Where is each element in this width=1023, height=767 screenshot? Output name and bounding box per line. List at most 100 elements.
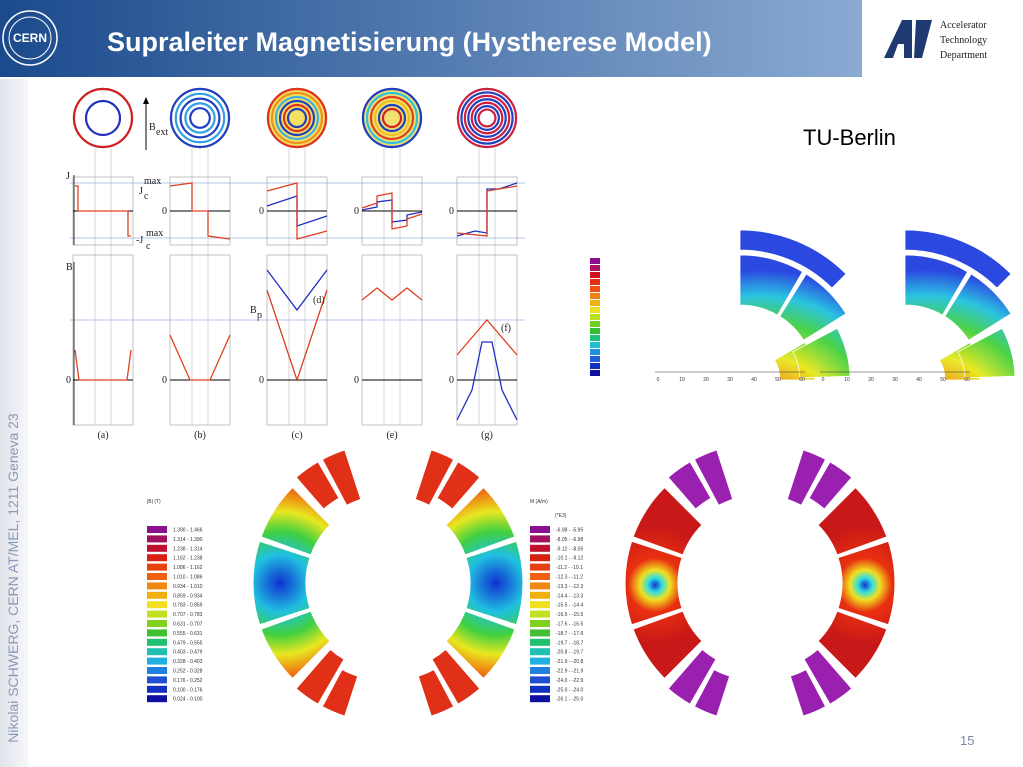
panel-box	[361, 254, 423, 426]
legend-swatch	[530, 526, 550, 533]
legend-swatch	[590, 321, 600, 327]
legend-swatch	[530, 620, 550, 627]
legend-row: -20.8 - -19.7	[556, 650, 583, 656]
panel-box	[72, 254, 134, 426]
legend-swatch	[147, 544, 167, 552]
sidebar-text: Nikolai SCHWERG, CERN AT/MEL, 1211 Genev…	[5, 413, 21, 743]
ring	[381, 107, 403, 129]
legend-row: 0.403 - 0.479	[173, 650, 203, 656]
coil-wedge	[295, 648, 345, 705]
legend-row: 0.859 - 0.934	[173, 593, 203, 599]
legend-swatch	[147, 657, 167, 665]
legend-swatch	[147, 638, 167, 646]
legend-swatch	[530, 544, 550, 552]
coil-block	[904, 229, 1012, 289]
curve	[74, 349, 132, 381]
logo-line: Accelerator	[940, 20, 987, 31]
legend-swatch	[590, 349, 600, 355]
ring	[369, 95, 415, 141]
coil-block	[944, 273, 1012, 341]
panel-box	[266, 254, 328, 426]
tick-label: 30	[892, 377, 898, 383]
legend-row: -17.6 - -16.5	[556, 622, 583, 628]
zero-label: 0	[449, 375, 454, 386]
panel-label: (g)	[481, 430, 493, 441]
coil-block	[260, 486, 331, 556]
curve	[169, 334, 231, 381]
legend-row: -12.3 - -11.2	[556, 575, 583, 581]
ring	[361, 87, 423, 149]
coil-block	[837, 540, 896, 626]
legend-row: -9.12 - -8.05	[556, 546, 583, 552]
ring	[266, 87, 328, 149]
tick-label: 10	[844, 377, 850, 383]
legend-swatch	[590, 272, 600, 278]
coil-block	[904, 254, 969, 316]
legend-row: 0.176 - 0.252	[173, 678, 203, 684]
legend-swatch	[530, 554, 550, 562]
slide-title: Supraleiter Magnetisierung (Hystherese M…	[107, 27, 712, 57]
legend-swatch	[530, 657, 550, 665]
legend-row: 1.390 - 1.466	[173, 528, 203, 534]
coil-wedge	[295, 461, 340, 510]
logo-text: CERN	[13, 31, 47, 45]
ring	[189, 107, 211, 129]
legend-row: -14.4 - -13.3	[556, 593, 583, 599]
zero-label: 0	[162, 375, 167, 386]
ring	[179, 97, 221, 139]
legend-row: 0.252 - 0.328	[173, 669, 203, 675]
legend-row: -21.9 - -20.8	[556, 659, 583, 665]
curve	[169, 182, 231, 240]
logo-line: Department	[940, 50, 987, 61]
tick-label: 20	[868, 377, 874, 383]
legend-swatch	[590, 363, 600, 369]
legend-swatch	[530, 676, 550, 684]
legend-swatch	[530, 638, 550, 646]
zero-label: 0	[162, 206, 167, 217]
coil-wedge	[693, 449, 734, 506]
tick-label: 30	[727, 377, 733, 383]
coil-block	[624, 540, 683, 626]
label: J	[139, 186, 143, 197]
coil-wedge	[414, 449, 455, 506]
legend-swatch	[590, 265, 600, 271]
panel-box	[456, 254, 518, 426]
ring	[470, 101, 504, 135]
legend-swatch	[147, 573, 167, 580]
coil-wedge	[667, 648, 717, 705]
ring	[174, 92, 226, 144]
legend-row: 0.328 - 0.403	[173, 659, 203, 665]
legend-swatch	[147, 535, 167, 543]
legend-row: 0.631 - 0.707	[173, 622, 203, 628]
legend-row: -22.9 - -21.9	[556, 669, 583, 675]
label: B	[66, 262, 73, 273]
coil-block	[260, 610, 331, 680]
legend-swatch	[147, 554, 167, 562]
page-number: 15	[960, 733, 974, 748]
legend-row: -18.7 - -17.6	[556, 631, 583, 637]
legend-title: |B| (T)	[147, 499, 161, 505]
ring	[373, 99, 411, 137]
legend-row: 0.100 - 0.176	[173, 687, 203, 693]
ring	[282, 103, 312, 133]
coil-wedge	[789, 668, 827, 717]
tick-label: 50	[775, 377, 781, 383]
header-bar	[0, 0, 862, 77]
legend-swatch	[147, 610, 167, 618]
panel-label: (b)	[194, 430, 206, 441]
legend-swatch	[590, 314, 600, 320]
coil-wedge	[693, 668, 731, 717]
logo-line: Technology	[940, 35, 987, 46]
label: max	[144, 176, 161, 187]
legend-row: -24.0 - -22.9	[556, 678, 583, 684]
legend-swatch	[590, 286, 600, 292]
at-logo: Accelerator Technology Department	[884, 20, 987, 61]
label: c	[146, 241, 151, 252]
coil-wedge	[417, 668, 455, 717]
legend-row: -6.98 - -5.95	[556, 528, 583, 534]
legend-swatch	[590, 258, 600, 264]
tick-label: 0	[822, 377, 825, 383]
ring	[84, 99, 122, 137]
legend-row: -10.1 - -9.12	[556, 556, 583, 562]
